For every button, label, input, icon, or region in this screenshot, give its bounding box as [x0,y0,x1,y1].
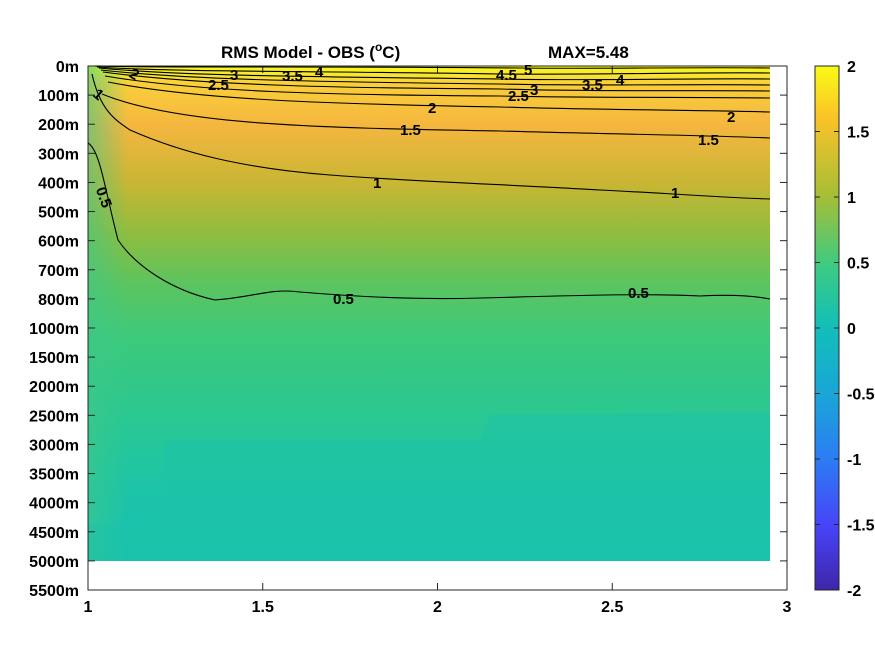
y-tick-label: 400m [38,175,79,192]
contour-line-3.5 [100,69,771,86]
contour-label: 0.5 [92,185,115,210]
contour-label: 4 [315,64,324,81]
contour-label: 3.5 [582,77,603,94]
y-tick-label: 5000m [29,554,79,571]
contour-line-2 [107,81,771,113]
y-tick-label: 1500m [29,350,79,367]
y-tick-label: 800m [38,292,79,309]
contour-line-2.5 [104,75,771,99]
y-tick-label: 300m [38,146,79,163]
contour-label: 1 [671,185,679,202]
contour-label: 0.5 [333,291,354,308]
y-tick-label: 2000m [29,379,79,396]
colorbar-tick-label: -2 [847,583,861,600]
contour-line-0.5 [87,142,771,301]
contour-label: 3 [530,82,538,99]
y-tick-label: 4000m [29,496,79,513]
colorbar-tick-label: 1 [847,190,856,207]
contour-label: 5 [524,62,532,79]
colorbar-tick-label: 2 [847,59,856,76]
heatmap-deep-region [88,412,770,561]
contour-label: 1.5 [400,122,421,139]
contour-label: 3 [230,67,238,84]
x-tick-label: 3 [783,599,792,616]
contour-line-4 [98,67,771,81]
colorbar-tick-label: 0.5 [847,256,869,273]
x-axis: 1 1.5 2 2.5 3 [84,66,792,616]
x-tick-label: 2.5 [601,599,623,616]
y-tick-label: 100m [38,88,79,105]
colorbar-tick-label: -1.5 [847,518,875,535]
heatmap-field [88,66,770,561]
y-tick-label: 2500m [29,408,79,425]
colorbar-tick-label: 1.5 [847,125,869,142]
x-tick-label: 1 [84,599,93,616]
y-tick-label: 0m [56,59,79,76]
contour-line-5 [94,65,771,69]
chart-max-label: MAX=5.48 [548,43,629,62]
x-tick-label: 2 [433,599,442,616]
contour-line-1.5 [101,93,771,139]
y-tick-label: 500m [38,205,79,222]
colorbar-tick-label: -0.5 [847,387,875,404]
contour-label: 0.5 [628,285,649,302]
contour-line-1 [91,73,771,200]
colorbar-tick-label: 0 [847,321,856,338]
y-tick-label: 5500m [29,583,79,600]
contour-label: 1.5 [698,132,719,149]
contour-label: 2 [428,100,436,117]
colorbar-ticks: 2 1.5 1 0.5 0 -0.5 -1 -1.5 -2 [815,59,875,600]
y-tick-label: 3500m [29,467,79,484]
x-tick-label: 1.5 [252,599,274,616]
contour-label: 2.5 [508,88,529,105]
contour-label: 3.5 [282,68,303,85]
heatmap-left-shelf [88,66,128,561]
colorbar-tick-label: -1 [847,452,861,469]
contour-line-3 [102,71,771,92]
y-tick-label: 600m [38,234,79,251]
contour-label: 2.5 [208,77,229,94]
y-tick-label: 200m [38,117,79,134]
y-axis: 0m 100m 200m 300m 400m 500m 600m 700m 800m 1000m 1… [29,59,787,600]
y-tick-label: 4500m [29,525,79,542]
chart-title: RMS Model - OBS (oC) [221,40,400,62]
contour-label: 2 [727,109,735,126]
y-tick-label: 3000m [29,437,79,454]
contour-label: 4 [616,72,625,89]
contour-labels: 5 4.5 4 4 3.5 3.5 3 3 2.5 2.5 2 2 2 1.5 … [90,62,736,308]
y-tick-label: 1000m [29,321,79,338]
contour-line-4.5 [96,66,771,75]
contour-label: 1 [373,175,381,192]
y-tick-label: 700m [38,263,79,280]
contour-label: 4.5 [496,67,517,84]
contour-lines [87,65,771,301]
